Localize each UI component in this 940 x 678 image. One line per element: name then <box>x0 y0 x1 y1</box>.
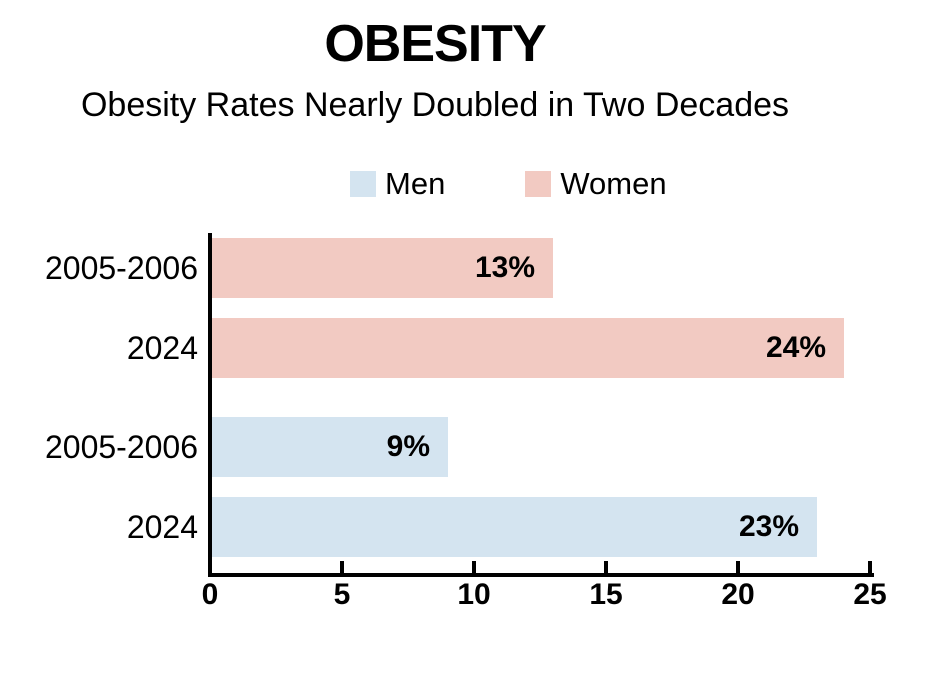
bar-value-label: 13% <box>474 251 535 284</box>
x-axis-tick <box>868 561 872 573</box>
x-axis-tick-label: 5 <box>333 578 351 611</box>
legend-label: Men <box>385 166 446 201</box>
x-axis-tick <box>736 561 740 573</box>
x-axis-tick-label: 25 <box>853 578 887 611</box>
x-axis-tick-label: 20 <box>721 578 755 611</box>
category-label: 2005-2006 <box>44 429 198 465</box>
legend-item-women: Women <box>525 166 667 201</box>
x-axis-tick <box>472 561 476 573</box>
legend-label: Women <box>560 166 667 201</box>
category-label: 2024 <box>126 330 198 366</box>
x-axis-line <box>208 573 874 577</box>
x-axis-tick-label: 0 <box>201 578 219 611</box>
bar-women-2024: 24% <box>212 318 844 378</box>
x-axis-tick-label: 10 <box>457 578 491 611</box>
chart-subtitle: Obesity Rates Nearly Doubled in Two Deca… <box>80 86 790 124</box>
bar-value-label: 24% <box>765 331 826 364</box>
bar-value-label: 9% <box>386 430 430 463</box>
legend-swatch-women <box>525 171 552 197</box>
x-axis-tick <box>604 561 608 573</box>
x-axis-tick <box>340 561 344 573</box>
bar-men-2005-2006: 9% <box>212 417 448 477</box>
y-axis-line <box>208 233 212 577</box>
legend-swatch-men <box>350 171 376 197</box>
bar-men-2024: 23% <box>212 497 817 557</box>
chart-title: OBESITY <box>324 15 546 73</box>
bar-women-2005-2006: 13% <box>212 238 553 298</box>
bar-value-label: 23% <box>738 510 799 543</box>
legend: Men Women <box>350 166 667 201</box>
category-label: 2024 <box>126 509 198 545</box>
category-label: 2005-2006 <box>44 250 198 286</box>
x-axis-tick-label: 15 <box>589 578 623 611</box>
legend-item-men: Men <box>350 166 446 201</box>
